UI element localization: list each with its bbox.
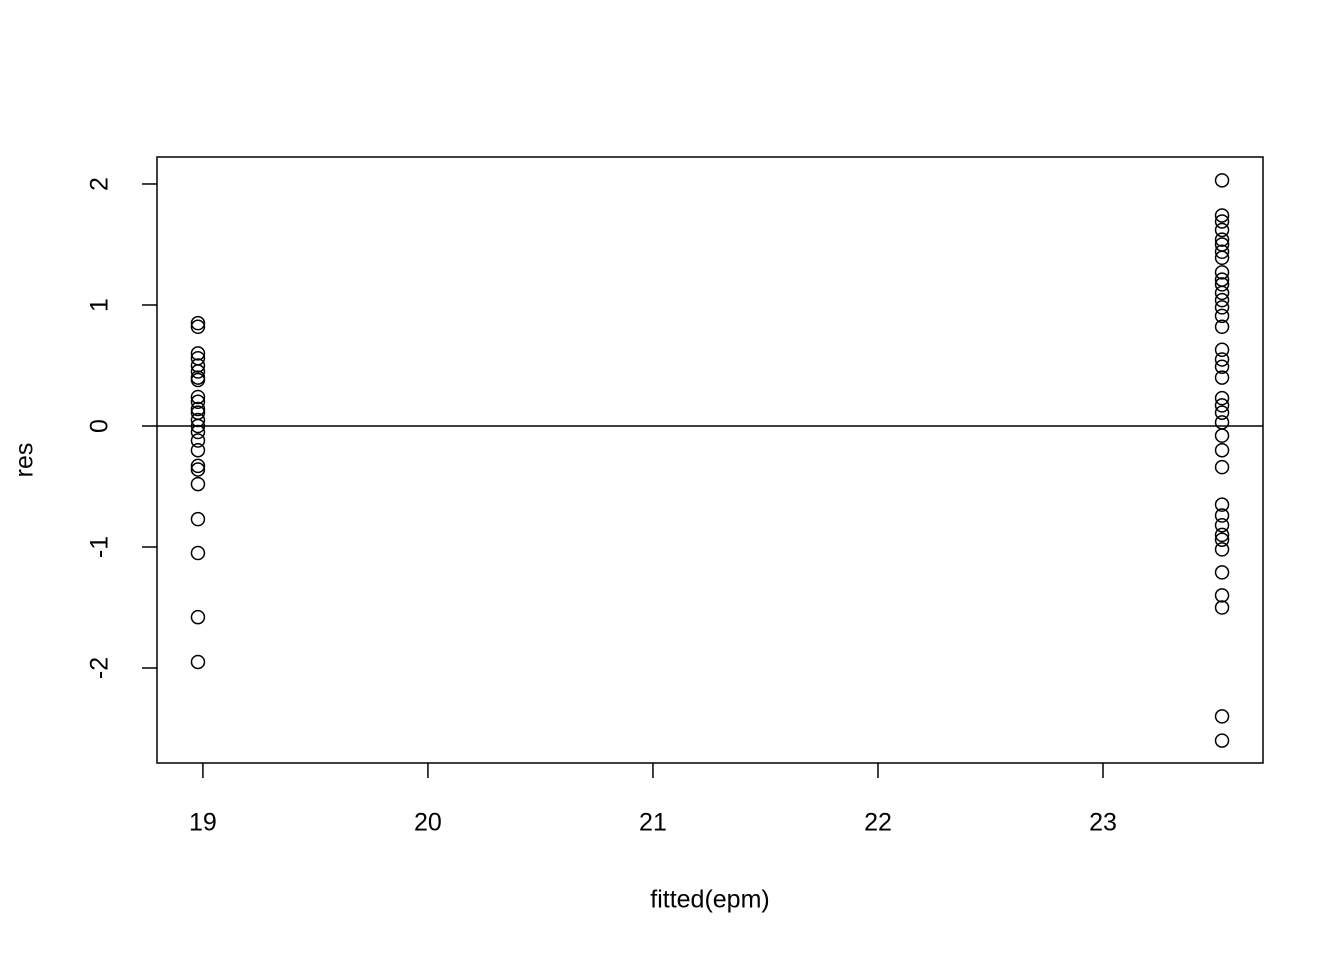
point — [1214, 398, 1230, 413]
point — [1214, 405, 1230, 420]
point — [190, 418, 206, 434]
x-axis-label: fitted(epm) — [650, 886, 769, 914]
point — [190, 389, 206, 405]
point — [1214, 244, 1230, 259]
point — [190, 372, 206, 388]
x-tick-label: 23 — [1089, 809, 1117, 837]
point — [1214, 709, 1230, 724]
point — [1214, 532, 1230, 547]
point — [1214, 300, 1230, 315]
point — [190, 319, 206, 335]
point — [1214, 285, 1230, 301]
x-tick-label: 22 — [864, 809, 892, 837]
point — [190, 442, 206, 458]
x-tick-label: 20 — [414, 809, 442, 837]
point — [1214, 459, 1230, 475]
point — [1214, 359, 1230, 374]
point — [1214, 600, 1230, 615]
point — [190, 545, 206, 561]
point — [1214, 508, 1230, 523]
point — [1214, 232, 1230, 247]
point — [1214, 542, 1230, 557]
point — [190, 364, 206, 379]
point — [1214, 565, 1230, 580]
point — [1214, 277, 1230, 292]
point — [190, 315, 206, 331]
y-tick-label: 1 — [86, 298, 114, 312]
point — [1214, 527, 1230, 543]
point — [1214, 250, 1230, 266]
x-tick-label: 21 — [639, 809, 667, 837]
point — [1214, 517, 1230, 533]
point — [190, 401, 206, 417]
y-tick-label: -1 — [86, 536, 114, 558]
point — [190, 511, 206, 527]
y-tick-label: 0 — [86, 419, 114, 433]
point — [1214, 308, 1230, 324]
point — [190, 358, 206, 373]
point — [190, 346, 206, 361]
point — [1214, 370, 1230, 385]
y-tick-label: -2 — [86, 657, 114, 679]
point — [1214, 173, 1230, 188]
point — [1214, 222, 1230, 238]
plot-frame — [156, 156, 1264, 764]
point — [1214, 588, 1230, 603]
point — [190, 654, 206, 670]
point — [1214, 428, 1230, 443]
point — [190, 476, 206, 492]
point — [190, 433, 206, 448]
point — [190, 462, 206, 477]
point — [1214, 208, 1230, 223]
point — [1214, 352, 1230, 367]
y-axis-label: res — [11, 443, 39, 478]
point — [1214, 733, 1230, 748]
point — [190, 609, 206, 625]
point — [1214, 292, 1230, 308]
point — [190, 458, 206, 474]
point — [190, 412, 206, 428]
point — [1214, 390, 1230, 406]
point — [1214, 319, 1230, 335]
y-tick-label: 2 — [86, 177, 114, 191]
point — [1214, 265, 1230, 280]
point — [1214, 415, 1230, 430]
x-tick-label: 19 — [189, 809, 217, 837]
point — [1214, 442, 1230, 458]
point — [1214, 214, 1230, 229]
point — [190, 394, 206, 410]
point — [1214, 497, 1230, 512]
point — [190, 424, 206, 440]
point — [1214, 342, 1230, 358]
